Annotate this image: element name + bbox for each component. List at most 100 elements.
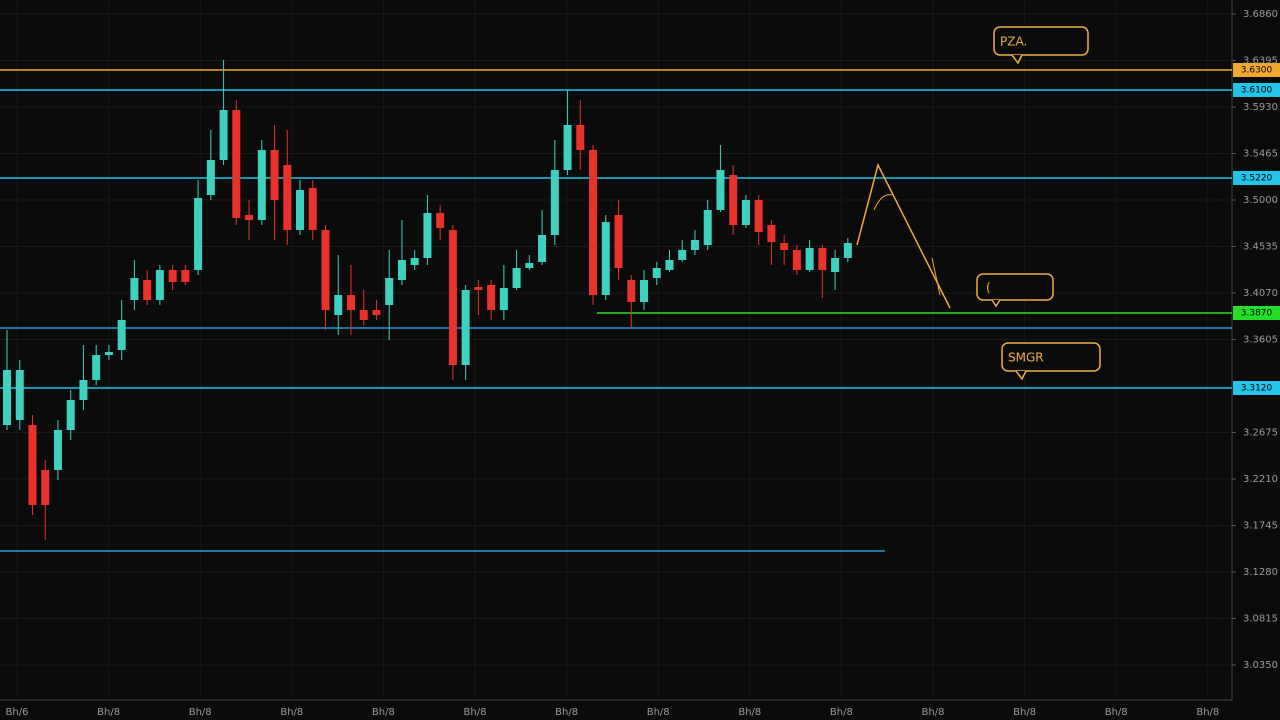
x-tick-label: Bh/8 xyxy=(97,707,120,718)
candle-body xyxy=(690,240,699,250)
candle-body xyxy=(818,248,827,270)
x-tick-label: Bh/6 xyxy=(6,707,29,718)
candle-body xyxy=(652,268,661,278)
candle-body xyxy=(601,222,610,295)
y-tick-label: 3.5000 xyxy=(1243,195,1278,206)
candle-body xyxy=(104,352,113,355)
price-tag-label: 3.3120 xyxy=(1241,384,1273,394)
x-tick-label: Bh/8 xyxy=(1196,707,1219,718)
candle-body xyxy=(525,263,534,268)
note-text: SMGR xyxy=(1008,351,1044,365)
zigzag-curve xyxy=(873,194,893,211)
candle-body xyxy=(28,425,37,505)
candle-body xyxy=(563,125,572,170)
candle-body xyxy=(41,470,50,505)
drawing xyxy=(856,26,1101,381)
x-tick-label: Bh/8 xyxy=(555,707,578,718)
candle-body xyxy=(589,150,598,295)
candle-body xyxy=(754,200,763,232)
candle-body xyxy=(143,280,152,300)
x-tick-label: Bh/8 xyxy=(1013,707,1036,718)
y-tick-label: 3.5930 xyxy=(1243,102,1278,113)
candle-body xyxy=(385,278,394,305)
candle-body xyxy=(499,288,508,310)
candle-body xyxy=(843,243,852,258)
zigzag xyxy=(856,162,951,309)
y-tick-label: 3.0815 xyxy=(1243,614,1278,625)
price-tag xyxy=(1233,306,1280,320)
y-tick-label: 3.2675 xyxy=(1243,428,1278,439)
candle-body xyxy=(206,160,215,195)
candle-body xyxy=(359,310,368,320)
x-tick-label: Bh/8 xyxy=(189,707,212,718)
y-tick-label: 3.6395 xyxy=(1243,56,1278,67)
candle-body xyxy=(321,230,330,310)
price-tag-label: 3.3870 xyxy=(1241,309,1273,319)
note-pointer xyxy=(991,299,1001,308)
candle-body xyxy=(194,198,203,270)
candle-body xyxy=(665,260,674,270)
note-bubble xyxy=(1001,342,1101,372)
candle-body xyxy=(780,243,789,250)
candle-body xyxy=(487,285,496,310)
candle-body xyxy=(423,213,432,258)
x-tick-label: Bh/8 xyxy=(372,707,395,718)
candle-body xyxy=(270,150,279,200)
note-pointer xyxy=(1015,370,1027,381)
candle-body xyxy=(296,190,305,230)
candle-body xyxy=(66,400,75,430)
candle-body xyxy=(397,260,406,280)
candle-body xyxy=(308,188,317,230)
x-tick-label: Bh/8 xyxy=(1105,707,1128,718)
y-tick-label: 3.6860 xyxy=(1243,9,1278,20)
note-text: ( xyxy=(986,281,991,295)
candle-body xyxy=(3,370,11,425)
candle-body xyxy=(640,280,648,302)
layer xyxy=(0,60,1232,552)
x-tick-label: Bh/8 xyxy=(922,707,945,718)
y-tick-label: 3.2210 xyxy=(1243,474,1278,485)
candle-body xyxy=(767,225,776,242)
candle-body xyxy=(372,310,381,315)
note-bubble xyxy=(976,273,1054,301)
y-tick-label: 3.5465 xyxy=(1243,149,1278,160)
candle-body xyxy=(232,110,241,218)
y-tick-label: 3.1745 xyxy=(1243,521,1278,532)
candle-body xyxy=(117,320,126,350)
price-tag xyxy=(1233,83,1280,97)
x-tick-label: Bh/8 xyxy=(830,707,853,718)
candle-body xyxy=(436,213,445,228)
y-tick-label: 3.1280 xyxy=(1243,567,1278,578)
candle-body xyxy=(168,270,177,282)
candle-body xyxy=(831,258,840,272)
y-tick-label: 3.4535 xyxy=(1243,242,1278,253)
candle-body xyxy=(79,380,88,400)
candle-body xyxy=(729,175,738,225)
candle-body xyxy=(538,235,547,262)
price-tag xyxy=(1233,63,1280,77)
y-tick-label: 3.0350 xyxy=(1243,660,1278,671)
candle-body xyxy=(155,270,164,300)
candle-body xyxy=(92,355,101,380)
candle-body xyxy=(576,125,585,150)
x-tick-label: Bh/8 xyxy=(738,707,761,718)
candle-body xyxy=(245,215,254,220)
candle-body xyxy=(741,200,750,225)
candle-body xyxy=(181,270,190,282)
y-tick-label: 3.4070 xyxy=(1243,288,1278,299)
candle-body xyxy=(448,230,457,365)
x-tick-label: Bh/8 xyxy=(280,707,303,718)
candle-body xyxy=(792,250,801,270)
candle-body xyxy=(219,110,228,160)
candle-body xyxy=(130,278,139,300)
candle-body xyxy=(627,280,636,302)
candle-body xyxy=(512,268,521,288)
candle-body xyxy=(410,258,419,265)
candle-body xyxy=(346,295,355,310)
y-tick-label: 3.3605 xyxy=(1243,335,1278,346)
candle-body xyxy=(53,430,62,470)
candle-body xyxy=(703,210,712,245)
candle-body xyxy=(474,287,483,290)
